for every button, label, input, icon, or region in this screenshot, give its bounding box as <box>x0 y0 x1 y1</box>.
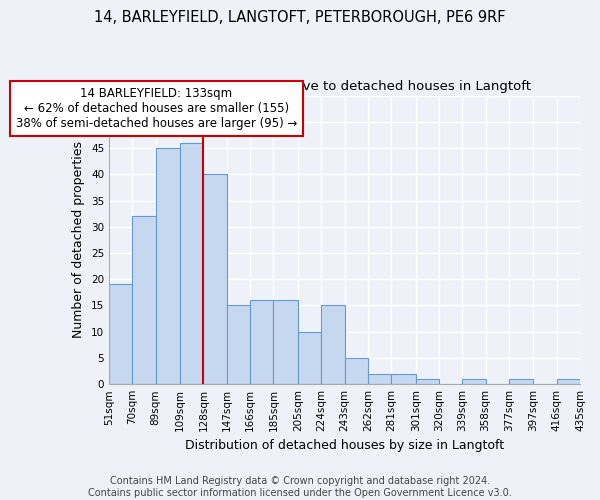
Bar <box>391 374 416 384</box>
Bar <box>298 332 321 384</box>
Bar <box>344 358 368 384</box>
X-axis label: Distribution of detached houses by size in Langtoft: Distribution of detached houses by size … <box>185 440 504 452</box>
Bar <box>509 379 533 384</box>
Text: 14 BARLEYFIELD: 133sqm
← 62% of detached houses are smaller (155)
38% of semi-de: 14 BARLEYFIELD: 133sqm ← 62% of detached… <box>16 87 297 130</box>
Bar <box>557 379 580 384</box>
Bar <box>155 148 180 384</box>
Bar <box>203 174 227 384</box>
Y-axis label: Number of detached properties: Number of detached properties <box>73 142 85 338</box>
Bar <box>133 216 155 384</box>
Bar <box>321 306 344 384</box>
Bar <box>274 300 298 384</box>
Bar <box>462 379 485 384</box>
Title: Size of property relative to detached houses in Langtoft: Size of property relative to detached ho… <box>158 80 531 93</box>
Text: 14, BARLEYFIELD, LANGTOFT, PETERBOROUGH, PE6 9RF: 14, BARLEYFIELD, LANGTOFT, PETERBOROUGH,… <box>94 10 506 25</box>
Bar <box>180 143 203 384</box>
Text: Contains HM Land Registry data © Crown copyright and database right 2024.
Contai: Contains HM Land Registry data © Crown c… <box>88 476 512 498</box>
Bar <box>368 374 391 384</box>
Bar <box>227 306 250 384</box>
Bar <box>109 284 133 384</box>
Bar <box>416 379 439 384</box>
Bar <box>250 300 274 384</box>
